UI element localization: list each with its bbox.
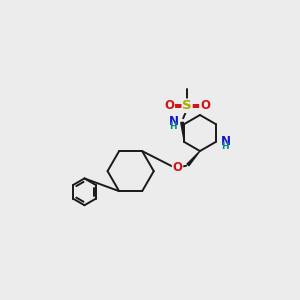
- Polygon shape: [181, 122, 184, 142]
- Polygon shape: [187, 151, 200, 166]
- Text: O: O: [164, 99, 174, 112]
- Text: N: N: [169, 116, 178, 128]
- Text: S: S: [182, 99, 192, 112]
- Text: N: N: [220, 135, 231, 148]
- Text: O: O: [172, 161, 182, 174]
- Text: H: H: [169, 122, 177, 131]
- Text: O: O: [200, 99, 210, 112]
- Text: H: H: [221, 142, 229, 151]
